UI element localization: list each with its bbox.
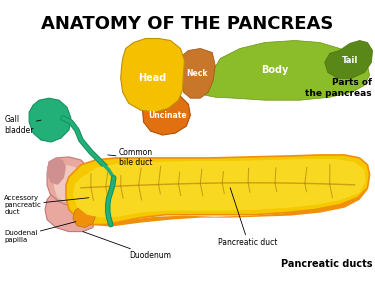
Polygon shape xyxy=(180,49,215,98)
Polygon shape xyxy=(205,40,369,100)
Text: Accessory
pancreatic
duct: Accessory pancreatic duct xyxy=(4,195,89,215)
Text: Tail: Tail xyxy=(342,56,358,65)
Polygon shape xyxy=(29,98,71,142)
Polygon shape xyxy=(54,165,83,202)
Text: Pancreatic duct: Pancreatic duct xyxy=(218,188,278,247)
Polygon shape xyxy=(142,93,190,135)
Text: Parts of
the pancreas: Parts of the pancreas xyxy=(305,78,372,98)
Text: ANATOMY OF THE PANCREAS: ANATOMY OF THE PANCREAS xyxy=(41,15,334,33)
Text: Neck: Neck xyxy=(187,69,208,78)
Polygon shape xyxy=(47,157,93,208)
Text: Duodenal
papilla: Duodenal papilla xyxy=(4,222,76,243)
Text: Gall
bladder: Gall bladder xyxy=(4,115,41,135)
Text: Duodenum: Duodenum xyxy=(83,232,171,261)
Text: Pancreatic ducts: Pancreatic ducts xyxy=(281,259,372,269)
Text: Body: Body xyxy=(261,65,289,75)
Polygon shape xyxy=(69,188,368,227)
Polygon shape xyxy=(121,38,184,112)
Text: Head: Head xyxy=(138,73,166,83)
Polygon shape xyxy=(73,159,366,218)
Polygon shape xyxy=(47,158,66,185)
Polygon shape xyxy=(45,195,96,232)
Text: Uncinate: Uncinate xyxy=(148,110,187,120)
Polygon shape xyxy=(325,40,372,78)
Polygon shape xyxy=(73,205,96,228)
Text: Common
bile duct: Common bile duct xyxy=(108,148,153,167)
Polygon shape xyxy=(66,155,369,225)
